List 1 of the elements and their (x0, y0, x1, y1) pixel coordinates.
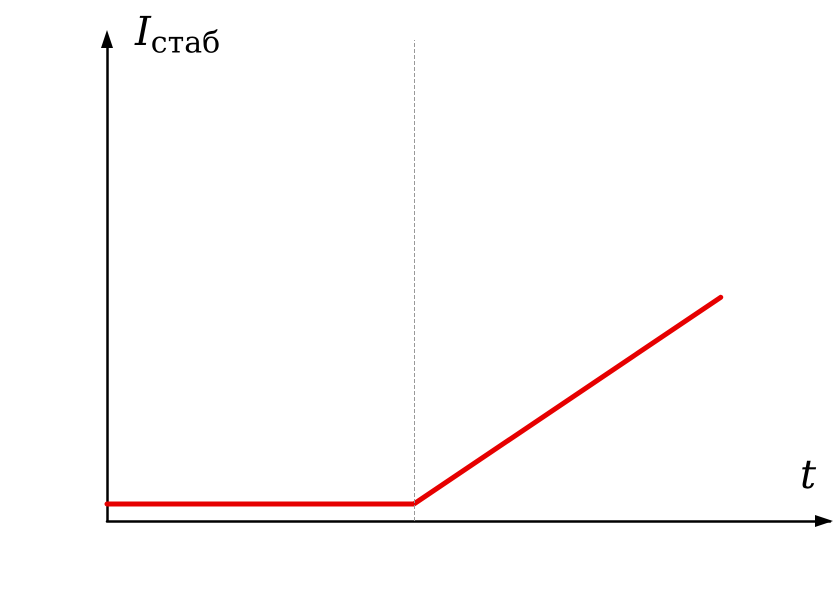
x-axis-title: t (800, 452, 817, 498)
